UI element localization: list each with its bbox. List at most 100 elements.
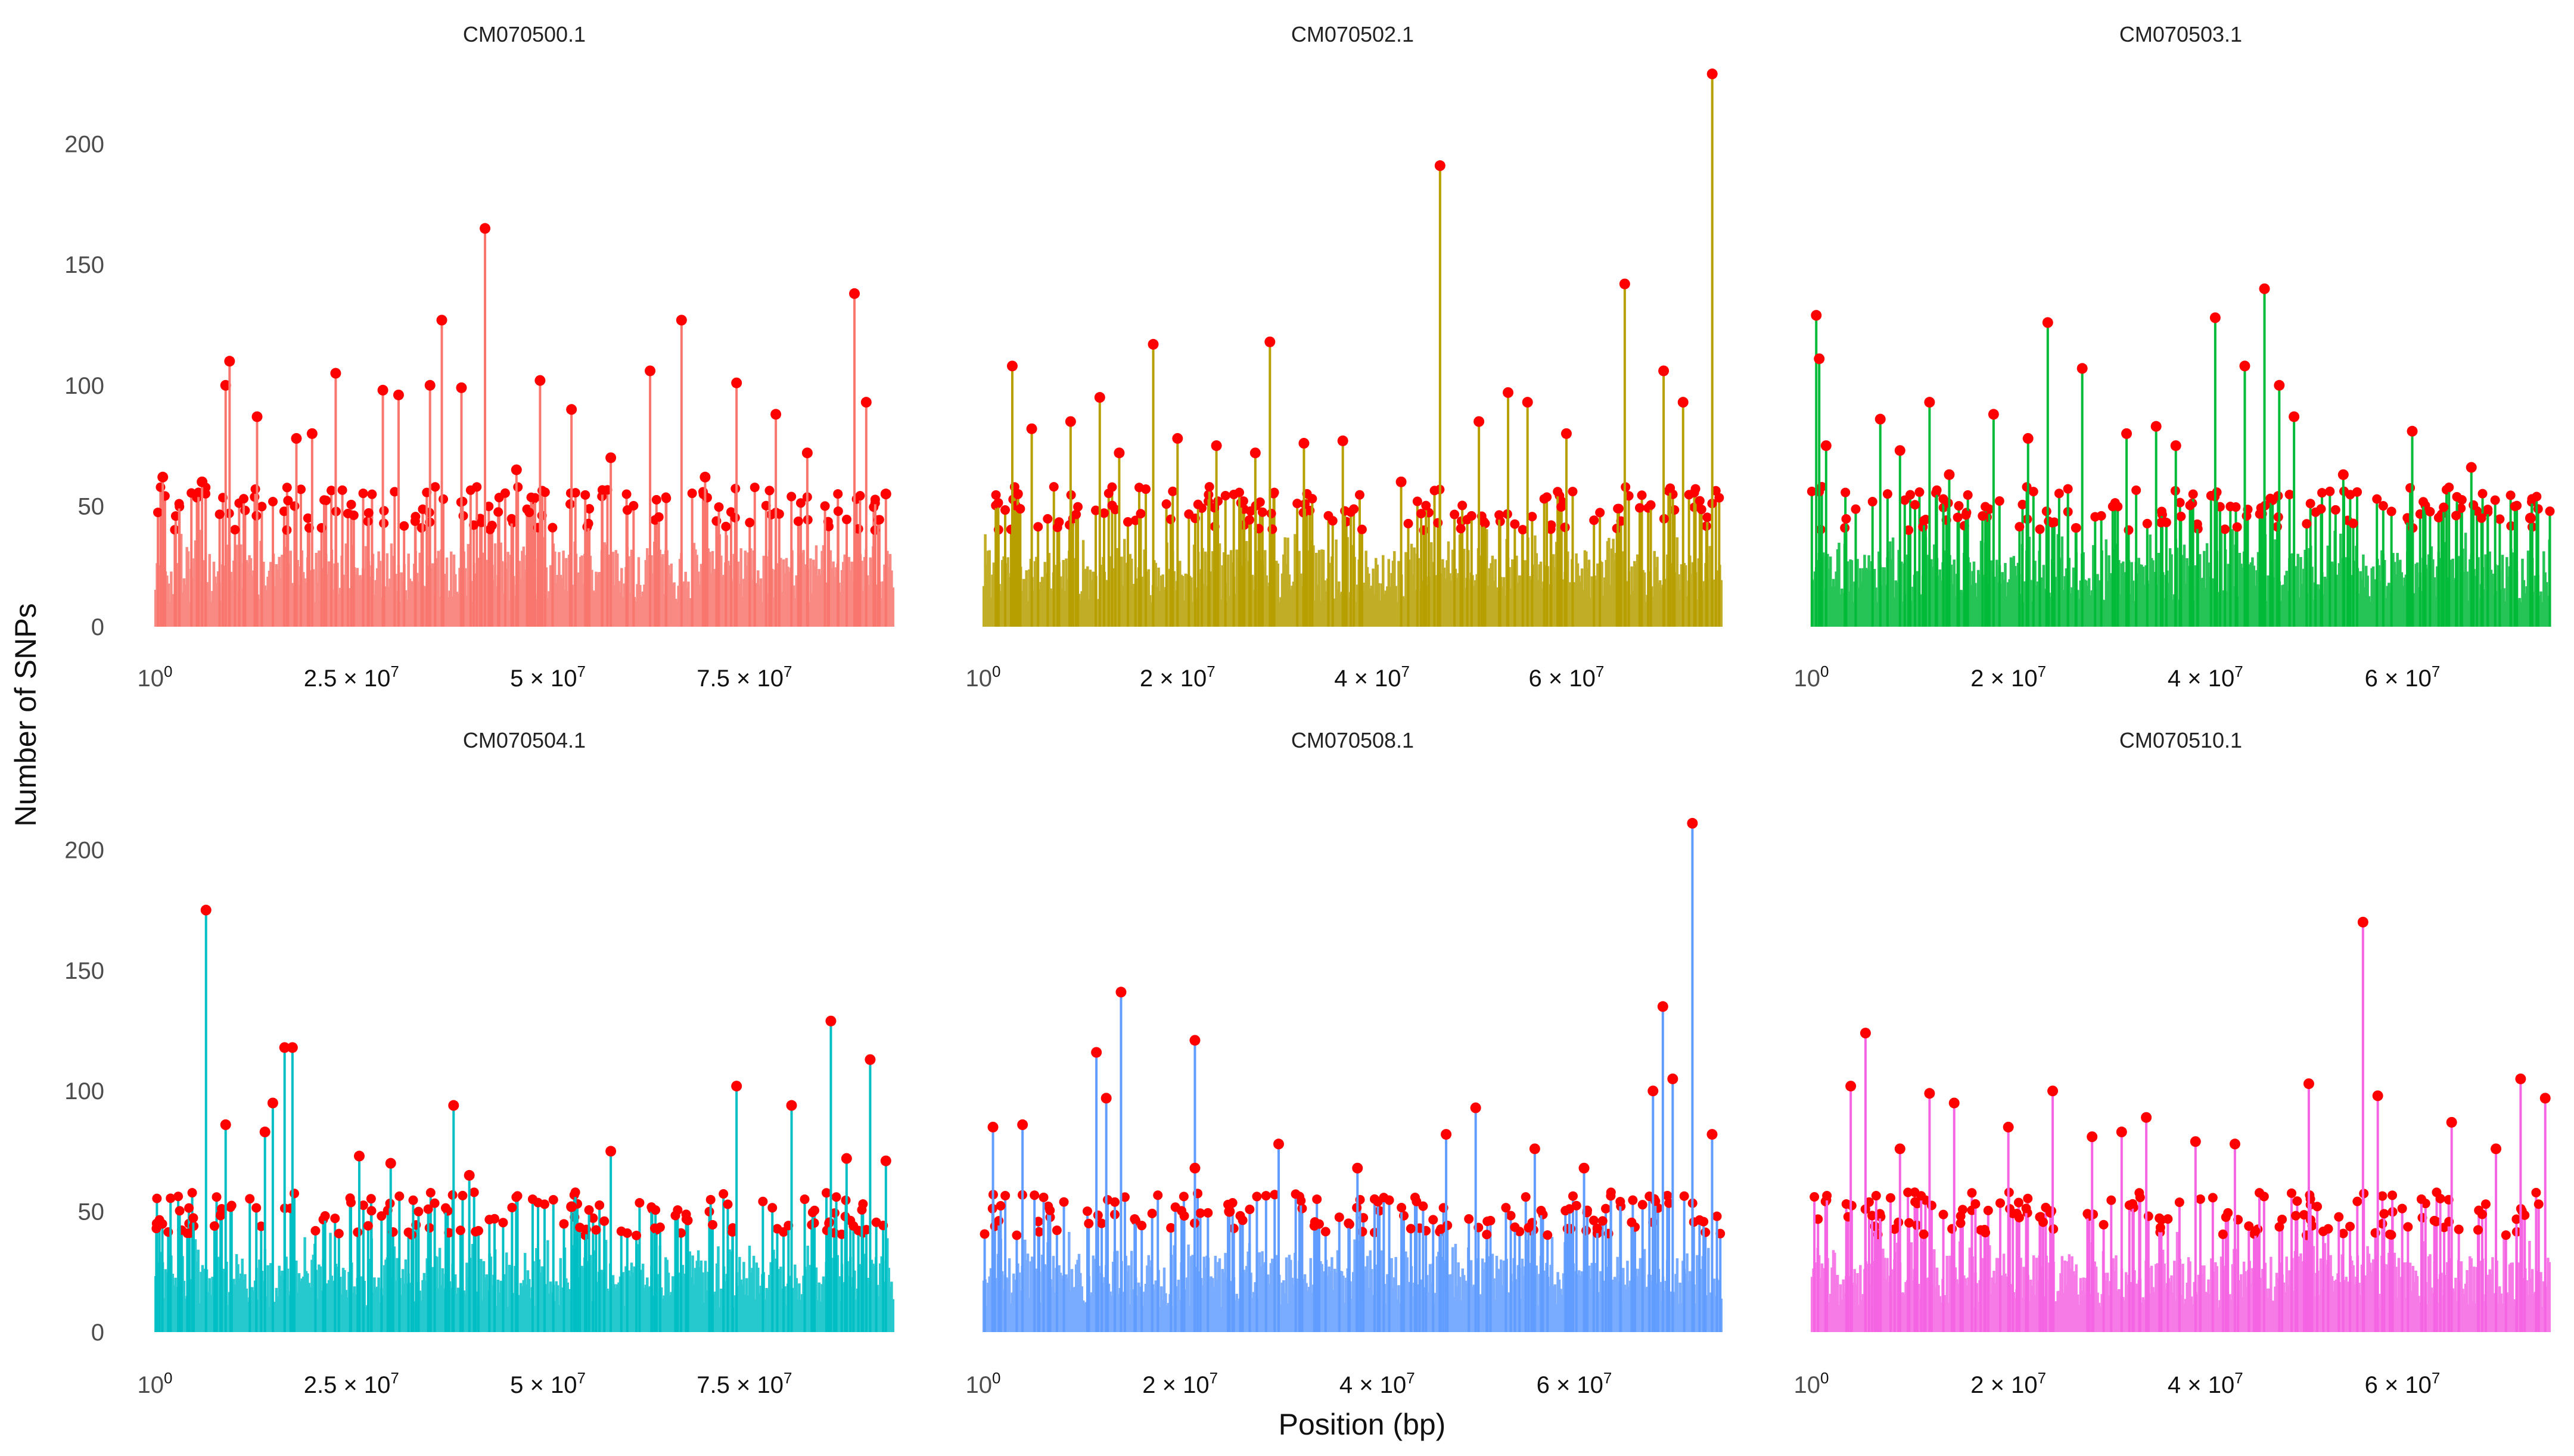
snp-point	[1179, 1191, 1189, 1202]
peak-point	[2141, 1112, 2152, 1123]
peak-point	[2209, 312, 2221, 323]
snp-point	[1983, 1205, 1993, 1215]
snp-point	[821, 1188, 831, 1198]
panel-CM070502.1: CM070502.1 100 2 × 107 4 × 107 6 × 107	[966, 22, 1724, 692]
x-tick-label: 100	[138, 1369, 173, 1398]
snp-point	[1539, 494, 1549, 504]
snp-point	[408, 1195, 418, 1205]
snp-point	[493, 507, 503, 517]
y-tick-label: 200	[64, 132, 104, 158]
threshold-points	[1807, 481, 2555, 627]
snp-point	[184, 1203, 194, 1213]
snp-point	[1967, 1188, 1977, 1198]
snp-point	[188, 1213, 198, 1223]
snp-point	[1553, 487, 1563, 497]
snp-point	[584, 1205, 594, 1215]
peak-point	[220, 1119, 231, 1130]
snp-point	[1245, 1205, 1255, 1215]
snp-point	[2176, 511, 2186, 521]
snp-point	[2352, 1196, 2362, 1206]
snp-point	[1457, 500, 1468, 511]
snp-point	[1344, 1218, 1354, 1228]
snp-point	[2386, 1230, 2396, 1240]
snp-point	[1203, 1208, 1213, 1218]
snp-point	[1810, 1191, 1820, 1202]
peak-point	[987, 1121, 999, 1133]
x-axis-label: Position (bp)	[1279, 1408, 1446, 1441]
panel-title: CM070510.1	[2119, 728, 2242, 752]
snp-point	[1373, 1197, 1383, 1207]
peak-point	[1101, 1093, 1112, 1104]
peak-point	[1434, 160, 1445, 172]
snp-point	[649, 1223, 660, 1233]
snp-point	[2372, 494, 2382, 504]
snp-point	[2334, 1212, 2344, 1222]
snp-point	[2124, 525, 2134, 535]
x-tick-label: 4 × 107	[2168, 662, 2243, 692]
snp-point	[2377, 1191, 2388, 1201]
snp-point	[683, 1215, 693, 1225]
snp-point	[343, 509, 353, 519]
snp-point	[2431, 1217, 2441, 1227]
peak-point	[2003, 1121, 2014, 1133]
snp-point	[2071, 523, 2081, 533]
x-tick-label: 7.5 × 107	[697, 1369, 792, 1398]
snp-point	[2520, 1210, 2530, 1220]
peak-point	[200, 904, 212, 916]
peak-point	[1619, 278, 1630, 290]
snp-point	[1266, 508, 1276, 518]
snp-point	[1885, 1193, 1895, 1203]
peak-point	[2116, 1127, 2127, 1138]
x-tick-label: 100	[966, 662, 1001, 692]
snp-point	[250, 484, 260, 494]
snp-point	[833, 506, 843, 517]
snp-point	[507, 1202, 517, 1212]
peak-point	[786, 1100, 797, 1111]
snp-point	[1166, 1223, 1176, 1233]
snp-point	[635, 1197, 645, 1208]
snp-point	[2242, 511, 2252, 521]
snp-point	[175, 1206, 185, 1216]
peak-point	[385, 1158, 396, 1169]
peak-point	[1894, 445, 1905, 456]
peak-point	[770, 409, 782, 420]
snp-point	[831, 1192, 841, 1202]
snp-point	[1039, 1192, 1049, 1202]
peak-point	[1273, 1138, 1284, 1150]
snp-point	[1084, 1218, 1094, 1228]
peak-point	[1924, 1088, 1935, 1099]
snp-point	[575, 1222, 585, 1233]
snp-point	[1510, 1222, 1520, 1232]
snp-point	[597, 485, 607, 495]
snp-point	[1506, 1211, 1516, 1221]
snp-point	[1560, 522, 1570, 533]
snp-point	[366, 1194, 376, 1204]
snp-point	[2454, 1224, 2464, 1234]
snp-point	[1236, 498, 1246, 508]
peak-point	[377, 384, 388, 396]
snp-point	[2218, 1229, 2228, 1239]
snp-point	[430, 1198, 440, 1208]
panel-title: CM070508.1	[1291, 728, 1414, 752]
snp-point	[824, 1217, 834, 1227]
snp-point	[366, 1206, 377, 1216]
snp-point	[2156, 506, 2166, 517]
snp-point	[440, 1203, 450, 1213]
snp-point	[2477, 489, 2488, 499]
snp-point	[1919, 1229, 1929, 1239]
snp-point	[2013, 1197, 2023, 1208]
snp-point	[2325, 486, 2335, 496]
snp-point	[1421, 500, 1431, 511]
peak-point	[424, 379, 436, 391]
snp-point	[1137, 1221, 1147, 1231]
peak-point	[1687, 817, 1698, 829]
y-tick-label: 50	[78, 1199, 105, 1225]
snp-point	[728, 1227, 738, 1237]
peak-point	[1249, 447, 1261, 459]
snp-point	[1875, 1209, 1885, 1219]
snp-point	[2469, 500, 2479, 510]
snp-point	[1524, 1222, 1534, 1233]
snp-point	[570, 1187, 580, 1197]
snp-point	[1588, 1215, 1599, 1225]
snp-point	[2124, 1200, 2134, 1211]
